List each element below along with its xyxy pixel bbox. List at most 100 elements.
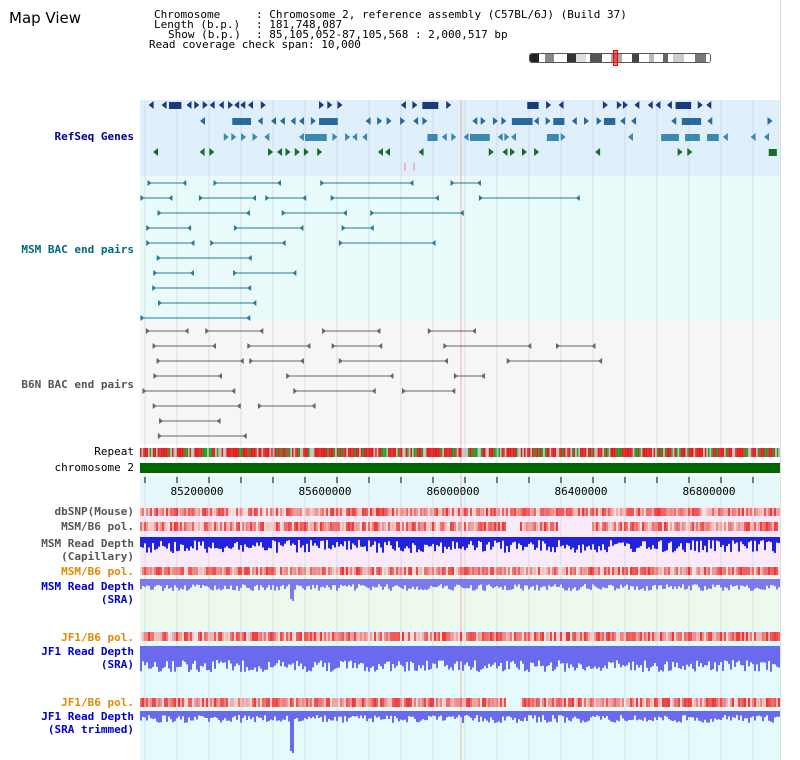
- gene-arrow: [294, 148, 300, 156]
- depth-bar: [768, 646, 770, 662]
- heat-cell: [212, 567, 214, 575]
- bac-end-marker: [189, 270, 194, 276]
- depth-bar: [326, 579, 328, 586]
- depth-bar: [286, 711, 288, 716]
- depth-bar: [294, 537, 296, 545]
- gene-arrow: [767, 117, 773, 125]
- heat-cell: [382, 698, 384, 707]
- repeat-bar: [319, 448, 321, 457]
- track-label-msm-b6-pol-sra[interactable]: MSM/B6 pol.: [61, 565, 134, 578]
- track-label-msm-bac[interactable]: MSM BAC end pairs: [21, 243, 134, 256]
- heat-cell: [306, 508, 308, 516]
- track-label-jf1-b6-pol-trimmed[interactable]: JF1/B6 pol.: [61, 696, 134, 709]
- track-label-refseq[interactable]: RefSeq Genes: [54, 130, 134, 143]
- heat-cell: [710, 632, 712, 641]
- depth-bar: [538, 646, 540, 661]
- heat-cell: [598, 508, 600, 516]
- gene-arrow: [161, 101, 167, 109]
- gene-block: [681, 118, 702, 125]
- ideogram-band: [662, 54, 668, 62]
- heat-cell: [428, 508, 430, 516]
- depth-bar: [778, 711, 780, 717]
- heat-cell: [168, 522, 170, 531]
- depth-bar: [730, 537, 732, 552]
- heat-cell: [358, 632, 360, 641]
- heat-cell: [494, 522, 496, 531]
- repeat-bar: [687, 448, 689, 457]
- depth-bar: [466, 579, 468, 589]
- depth-bar: [192, 537, 194, 549]
- track-label-jf1-depth-sra[interactable]: JF1 Read Depth (SRA): [41, 645, 134, 671]
- depth-bar: [298, 646, 300, 667]
- heat-cell: [522, 522, 524, 531]
- depth-bar: [646, 711, 648, 722]
- track-label-jf1-b6-pol[interactable]: JF1/B6 pol.: [61, 631, 134, 644]
- depth-bar: [162, 537, 164, 546]
- depth-bar: [212, 579, 214, 591]
- depth-bar: [398, 579, 400, 587]
- ideogram-position-marker[interactable]: [613, 50, 618, 66]
- track-label-b6n-bac[interactable]: B6N BAC end pairs: [21, 378, 134, 391]
- track-label-msm-depth-capillary[interactable]: MSM Read Depth (Capillary): [41, 537, 134, 563]
- depth-bar: [334, 711, 336, 717]
- depth-bar: [428, 646, 430, 670]
- depth-bar: [694, 537, 696, 551]
- heat-cell: [592, 567, 594, 575]
- repeat-bar: [485, 448, 488, 457]
- heat-cell: [770, 522, 772, 531]
- depth-bar: [270, 646, 272, 668]
- heat-cell: [480, 698, 482, 707]
- depth-bar: [484, 579, 486, 591]
- depth-bar: [472, 579, 474, 591]
- heat-cell: [742, 698, 744, 707]
- heat-cell: [300, 522, 302, 531]
- depth-bar: [518, 646, 520, 670]
- heat-cell: [292, 632, 294, 641]
- depth-bar: [308, 537, 310, 553]
- heat-cell: [610, 698, 612, 707]
- depth-bar: [710, 537, 712, 549]
- chromosome-ideogram[interactable]: [529, 53, 711, 63]
- track-label-msm-depth-sra[interactable]: MSM Read Depth (SRA): [41, 580, 134, 606]
- heat-cell: [610, 632, 612, 641]
- heat-cell: [710, 698, 712, 707]
- depth-bar: [638, 579, 640, 591]
- depth-bar: [568, 711, 570, 721]
- heat-cell: [456, 632, 458, 641]
- depth-bar: [252, 537, 254, 546]
- heat-cell: [346, 632, 348, 641]
- heat-cell: [340, 632, 342, 641]
- track-label-msm-b6-pol[interactable]: MSM/B6 pol.: [61, 520, 134, 533]
- depth-bar: [754, 711, 756, 721]
- depth-bar: [478, 579, 480, 586]
- depth-bar: [226, 579, 228, 590]
- heat-cell: [372, 567, 374, 575]
- depth-bar: [616, 579, 618, 589]
- repeat-bar: [719, 448, 721, 457]
- heat-cell: [636, 508, 638, 516]
- heat-cell: [620, 508, 622, 516]
- depth-bar: [654, 579, 656, 586]
- depth-bar: [436, 579, 438, 588]
- depth-bar: [182, 537, 184, 546]
- heat-cell: [450, 522, 452, 531]
- depth-bar: [720, 711, 722, 720]
- depth-bar: [358, 537, 360, 541]
- heat-cell: [746, 632, 748, 641]
- track-label-dbsnp[interactable]: dbSNP(Mouse): [54, 505, 134, 518]
- depth-bar: [224, 711, 226, 719]
- ideogram-band: [566, 54, 577, 62]
- depth-bar: [290, 537, 292, 546]
- heat-cell: [234, 508, 236, 516]
- gene-block: [603, 118, 616, 125]
- bac-end-marker: [159, 418, 164, 424]
- depth-bar: [206, 711, 208, 719]
- depth-bar: [672, 646, 674, 662]
- repeat-bar: [503, 448, 505, 457]
- depth-bar: [692, 711, 694, 718]
- heat-cell: [396, 632, 398, 641]
- heat-cell: [546, 567, 548, 575]
- depth-bar: [276, 537, 278, 553]
- track-label-jf1-depth-trimmed[interactable]: JF1 Read Depth (SRA trimmed): [41, 710, 134, 736]
